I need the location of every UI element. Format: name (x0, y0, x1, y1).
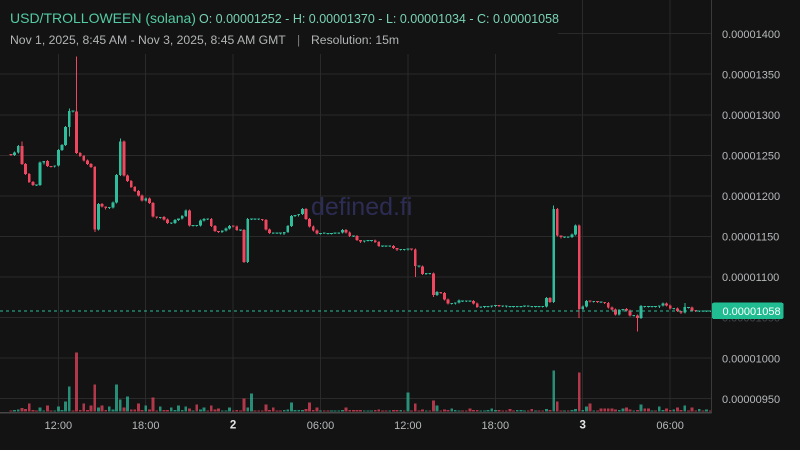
svg-text:O: 0.00001252 - H: 0.00001370: O: 0.00001252 - H: 0.00001370 - L: 0.000… (199, 12, 559, 26)
svg-text:0.00001400: 0.00001400 (722, 29, 780, 41)
svg-text:3: 3 (579, 420, 585, 432)
svg-text:0.00001150: 0.00001150 (722, 232, 779, 244)
svg-text:Resolution: 15m: Resolution: 15m (311, 33, 399, 47)
svg-text:12:00: 12:00 (394, 420, 422, 432)
svg-text:2: 2 (230, 420, 236, 432)
svg-text:0.00001058: 0.00001058 (723, 306, 781, 318)
svg-text:06:00: 06:00 (307, 420, 335, 432)
svg-text:0.00001300: 0.00001300 (722, 110, 780, 122)
svg-text:USD/TROLLOWEEN (solana): USD/TROLLOWEEN (solana) (10, 10, 196, 26)
svg-text:18:00: 18:00 (482, 420, 510, 432)
svg-text:defined.fi: defined.fi (311, 193, 412, 221)
svg-text:0.00001250: 0.00001250 (722, 151, 780, 163)
svg-text:0.00000950: 0.00000950 (722, 394, 780, 406)
svg-text:18:00: 18:00 (132, 420, 160, 432)
svg-text:|: | (297, 33, 300, 47)
svg-text:06:00: 06:00 (656, 420, 684, 432)
svg-text:0.00001350: 0.00001350 (722, 70, 780, 82)
svg-text:0.00001000: 0.00001000 (722, 353, 780, 365)
svg-text:0.00001100: 0.00001100 (722, 272, 779, 284)
svg-text:0.00001200: 0.00001200 (722, 191, 780, 203)
svg-text:Nov 1, 2025, 8:45 AM - Nov 3,: Nov 1, 2025, 8:45 AM - Nov 3, 2025, 8:45… (10, 33, 286, 47)
svg-text:12:00: 12:00 (45, 420, 73, 432)
